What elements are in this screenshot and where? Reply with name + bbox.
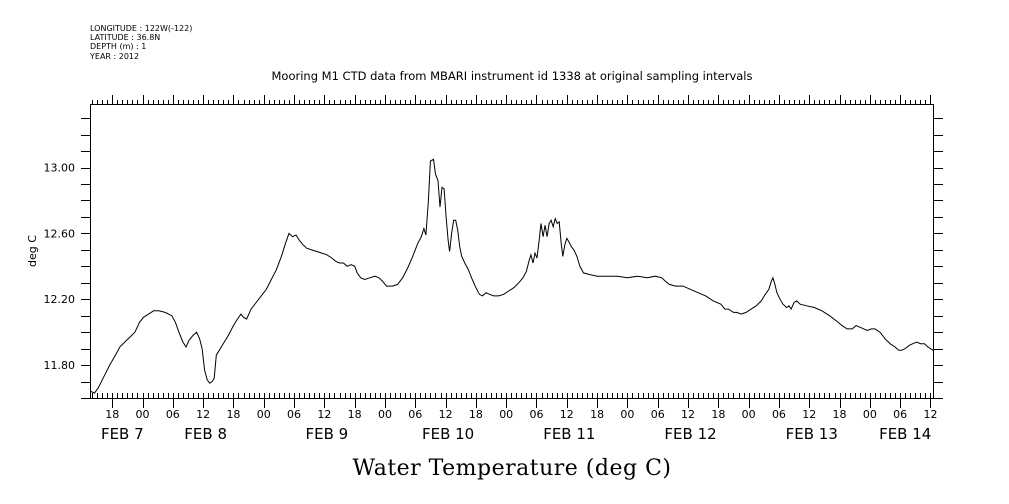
x-day-label: FEB 10 [422, 425, 474, 443]
x-tick-label: 18 [469, 408, 483, 421]
x-tick-label: 00 [863, 408, 877, 421]
y-tick-label: 11.80 [44, 359, 76, 372]
chart-title: Mooring M1 CTD data from MBARI instrumen… [272, 69, 753, 83]
x-day-label: FEB 13 [786, 425, 838, 443]
x-tick-label: 18 [590, 408, 604, 421]
x-tick-label: 06 [772, 408, 786, 421]
x-axis: 18 00 06 12 18 00 06 12 18 00 06 12 18 00 06 12 18 00 06 12… [105, 95, 937, 421]
year-text: YEAR : 2012 [89, 52, 139, 61]
depth-text: DEPTH (m) : 1 [90, 42, 146, 51]
series-line-water-temperature [90, 158, 934, 394]
x-tick-label: 06 [529, 408, 543, 421]
x-tick-label: 00 [499, 408, 513, 421]
x-tick-label: 00 [378, 408, 392, 421]
y-tick-label: 12.20 [44, 293, 76, 306]
x-day-label: FEB 8 [184, 425, 227, 443]
x-day-label: FEB 14 [879, 425, 931, 443]
x-tick-label: 12 [439, 408, 453, 421]
y-tick-label: 13.00 [44, 162, 76, 175]
x-tick-label: 18 [833, 408, 847, 421]
x-tick-label: 06 [893, 408, 907, 421]
x-tick-label: 06 [287, 408, 301, 421]
x-tick-label: 06 [651, 408, 665, 421]
y-axis-label: deg C [26, 235, 39, 267]
x-minor-ticks [92, 100, 931, 398]
x-day-label: FEB 7 [101, 425, 144, 443]
x-tick-label: 00 [136, 408, 150, 421]
x-tick-label: 06 [166, 408, 180, 421]
x-tick-label: 12 [923, 408, 937, 421]
x-tick-label: 12 [196, 408, 210, 421]
x-tick-label: 12 [560, 408, 574, 421]
x-day-labels: FEB 7 FEB 8 FEB 9 FEB 10 FEB 11 FEB 12 FEB 13 F… [101, 425, 931, 443]
x-tick-label: 00 [742, 408, 756, 421]
x-tick-label: 00 [257, 408, 271, 421]
x-day-label: FEB 12 [664, 425, 716, 443]
x-day-label: FEB 11 [543, 425, 595, 443]
latitude-text: LATITUDE : 36.8N [90, 33, 160, 42]
x-tick-label: 12 [681, 408, 695, 421]
y-tick-label: 12.60 [44, 227, 76, 240]
x-tick-label: 12 [317, 408, 331, 421]
x-tick-label: 18 [105, 408, 119, 421]
x-tick-label: 18 [711, 408, 725, 421]
x-tick-label: 12 [802, 408, 816, 421]
x-tick-label: 18 [226, 408, 240, 421]
x-tick-label: 06 [408, 408, 422, 421]
x-tick-label: 00 [620, 408, 634, 421]
x-day-label: FEB 9 [306, 425, 349, 443]
longitude-text: LONGITUDE : 122W(-122) [90, 24, 192, 33]
x-tick-label: 18 [348, 408, 362, 421]
y-axis: 11.80 12.20 12.60 13.00 [44, 118, 943, 399]
x-axis-label: Water Temperature (deg C) [353, 456, 672, 481]
